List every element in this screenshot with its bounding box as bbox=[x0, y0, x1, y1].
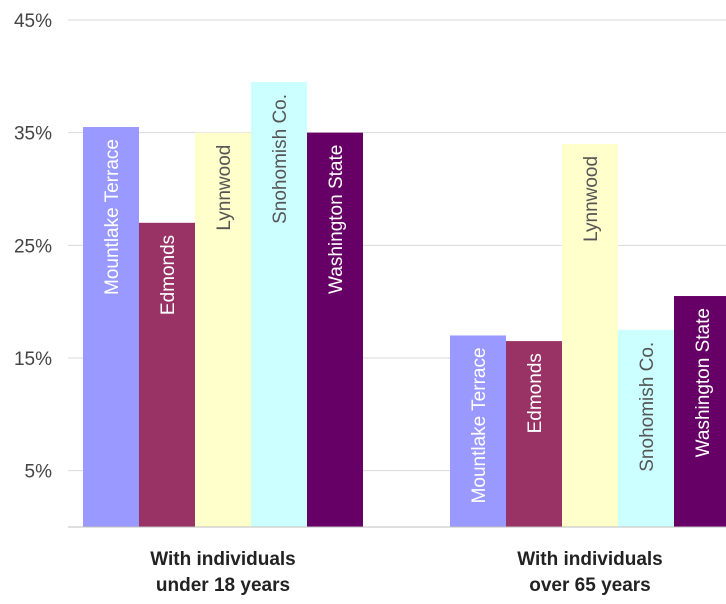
bar bbox=[618, 329, 674, 527]
y-tick-label: 35% bbox=[14, 124, 52, 145]
bar-series-label: Snohomish Co. bbox=[270, 94, 291, 224]
y-axis: 5% 15% 25% 35% 45% bbox=[14, 11, 52, 483]
y-tick-label: 45% bbox=[14, 11, 52, 32]
bar-series-label: Edmonds bbox=[525, 353, 546, 433]
bar bbox=[450, 335, 506, 527]
y-tick-label: 15% bbox=[14, 349, 52, 370]
bar-series-label: Mountlake Terrace bbox=[102, 139, 123, 295]
bar-series-label: Mountlake Terrace bbox=[469, 347, 490, 503]
bar bbox=[195, 132, 251, 527]
bar bbox=[307, 132, 363, 527]
y-tick-label: 5% bbox=[25, 462, 53, 483]
bar bbox=[506, 341, 562, 527]
x-category-label: under 18 years bbox=[156, 575, 290, 596]
bar bbox=[562, 143, 618, 527]
bars: Mountlake Terrace Edmonds Lynnwood Snohomis… bbox=[83, 81, 726, 528]
bar-series-label: Edmonds bbox=[158, 235, 179, 315]
bar-series-label: Snohomish Co. bbox=[637, 342, 658, 472]
bar bbox=[251, 81, 307, 527]
bar-series-label: Lynnwood bbox=[581, 156, 602, 242]
bar bbox=[674, 296, 726, 527]
x-category-label: With individuals bbox=[150, 549, 296, 570]
y-tick-label: 25% bbox=[14, 236, 52, 257]
x-category-label: With individuals bbox=[517, 549, 663, 570]
bar bbox=[139, 222, 195, 528]
x-axis: With individuals under 18 years With indiv… bbox=[68, 526, 726, 596]
bar-series-label: Washington State bbox=[693, 308, 714, 457]
bar-series-label: Lynnwood bbox=[214, 145, 235, 231]
bar-series-label: Washington State bbox=[326, 145, 347, 294]
x-category-label: over 65 years bbox=[529, 575, 651, 596]
bar bbox=[83, 127, 139, 528]
